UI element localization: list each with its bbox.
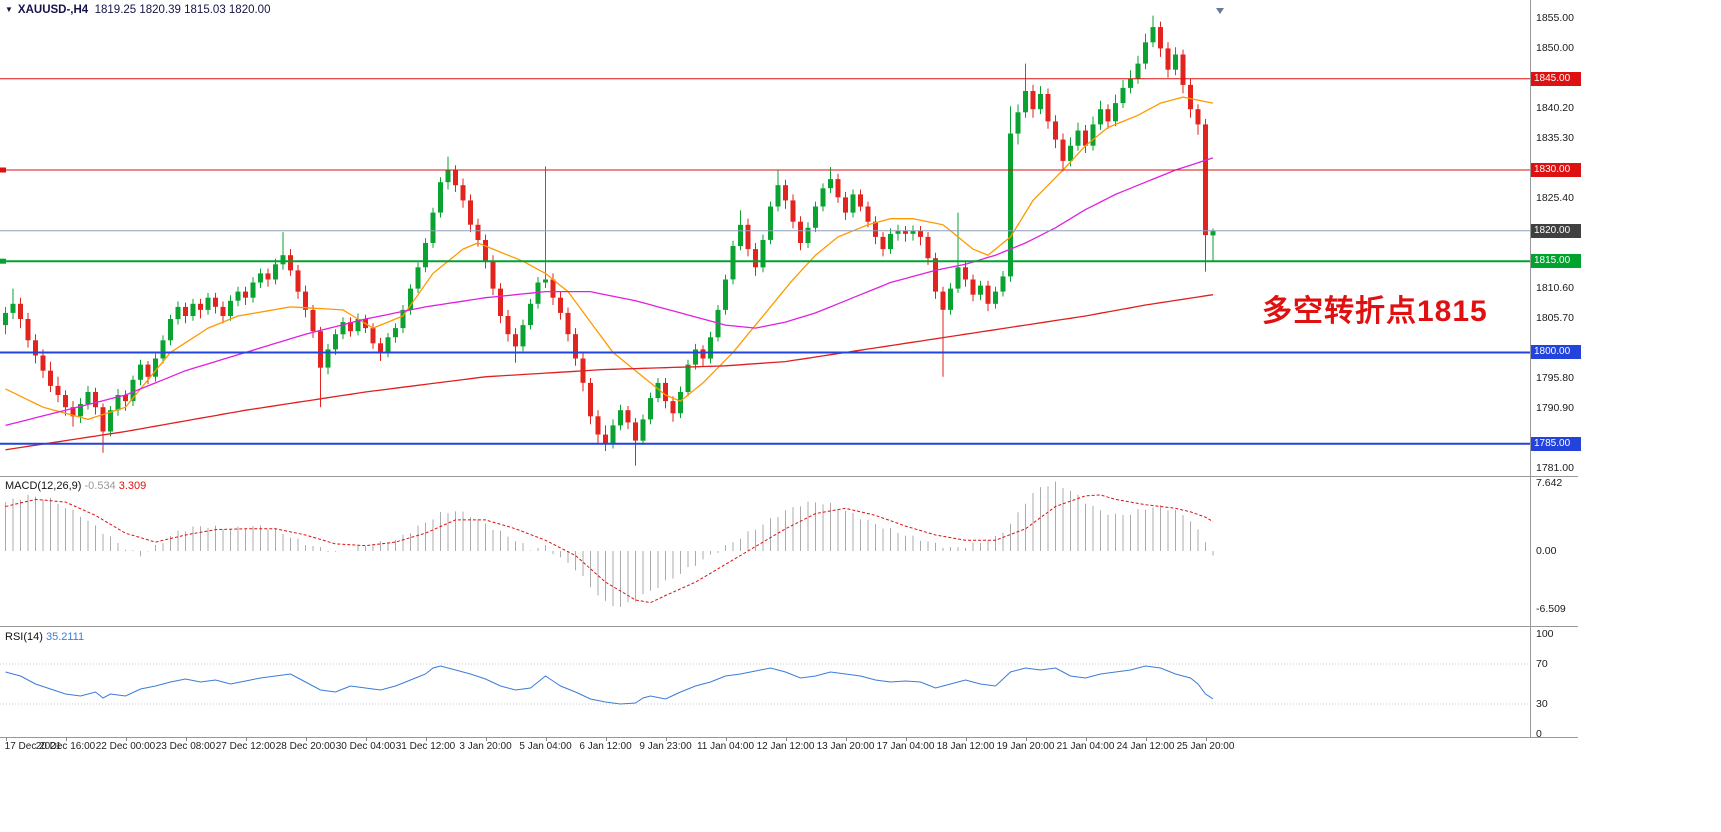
time-axis-tick	[245, 737, 247, 741]
symbol-timeframe-label: XAUUSD-,H4	[17, 4, 89, 16]
time-axis-label: 30 Dec 04:00	[335, 741, 396, 752]
time-axis-label: 24 Jan 12:00	[1116, 741, 1175, 752]
rsi-scale-label: 30	[1536, 698, 1548, 710]
time-axis-tick	[365, 737, 367, 741]
time-axis-label: 9 Jan 23:00	[639, 741, 692, 752]
ma-mid-magenta	[5, 157, 1214, 427]
rsi-value: 35.2111	[45, 631, 85, 643]
price-badge-1815.00: 1815.00	[1531, 254, 1581, 268]
time-axis-tick	[1205, 737, 1207, 741]
time-axis-tick	[905, 737, 907, 741]
macd-name: MACD(12,26,9)	[5, 480, 82, 492]
time-axis-tick	[1145, 737, 1147, 741]
price-badge-1845.00: 1845.00	[1531, 72, 1581, 86]
ohlc-readout: 1819.25 1820.39 1815.03 1820.00	[94, 4, 271, 16]
price-tick-label: 1835.30	[1536, 132, 1574, 144]
macd-scale-label: 7.642	[1536, 477, 1563, 489]
rsi-line	[5, 665, 1214, 705]
price-tick-label: 1795.80	[1536, 372, 1574, 384]
macd-scale-label: 0.00	[1536, 545, 1557, 557]
panel-separator-macd-rsi[interactable]	[0, 626, 1578, 627]
panel-separator-main-macd[interactable]	[0, 476, 1578, 477]
price-tick-label: 1810.60	[1536, 282, 1574, 294]
chart-title: ▼ XAUUSD-,H4 1819.25 1820.39 1815.03 1820…	[5, 4, 270, 16]
time-axis-label: 17 Dec 2021	[4, 741, 62, 752]
chart-menu-icon[interactable]: ▼	[5, 5, 13, 14]
time-axis-tick	[785, 737, 787, 741]
time-axis-label: 12 Jan 12:00	[756, 741, 815, 752]
macd-scale-label: -6.509	[1536, 603, 1566, 615]
time-axis-tick	[965, 737, 967, 741]
time-axis-tick	[1085, 737, 1087, 741]
time-axis-tick	[65, 737, 67, 741]
time-axis-label: 19 Jan 20:00	[996, 741, 1055, 752]
price-tick-label: 1840.20	[1536, 102, 1574, 114]
macd-indicator-label: MACD(12,26,9) -0.534 3.309	[5, 480, 146, 492]
price-badge-1820.00: 1820.00	[1531, 224, 1581, 238]
time-axis-label: 11 Jan 04:00	[696, 741, 755, 752]
time-axis-label: 17 Jan 04:00	[876, 741, 935, 752]
macd-histogram	[5, 481, 1214, 607]
macd-signal-line	[5, 494, 1214, 604]
chart-shift-marker[interactable]	[1216, 8, 1224, 14]
annotation-text: 多空转折点1815	[1262, 295, 1488, 328]
price-badge-1830.00: 1830.00	[1531, 163, 1581, 177]
time-axis-label: 18 Jan 12:00	[936, 741, 995, 752]
time-axis-tick	[725, 737, 727, 741]
time-axis-tick	[5, 737, 7, 741]
time-axis-tick	[425, 737, 427, 741]
line-handle[interactable]	[0, 258, 6, 264]
time-axis-label: 13 Jan 20:00	[816, 741, 875, 752]
macd-main-value: -0.534	[84, 480, 116, 492]
price-tick-label: 1805.70	[1536, 312, 1574, 324]
rsi-panel[interactable]	[0, 628, 1530, 737]
time-axis-border	[0, 737, 1578, 738]
time-axis-label: 31 Dec 12:00	[395, 741, 456, 752]
time-axis-tick	[605, 737, 607, 741]
time-axis-tick	[485, 737, 487, 741]
rsi-scale-label: 70	[1536, 658, 1548, 670]
price-tick-label: 1781.00	[1536, 462, 1574, 474]
time-axis-label: 3 Jan 20:00	[459, 741, 512, 752]
line-handle[interactable]	[0, 167, 6, 173]
rsi-indicator-label: RSI(14) 35.2111	[5, 631, 84, 643]
rsi-scale-label: 0	[1536, 728, 1542, 740]
time-axis-tick	[185, 737, 187, 741]
time-axis-label: 6 Jan 12:00	[579, 741, 632, 752]
time-axis-tick	[845, 737, 847, 741]
rsi-scale-label: 100	[1536, 628, 1554, 640]
time-axis-label: 5 Jan 04:00	[519, 741, 572, 752]
price-scale-border	[1530, 0, 1531, 737]
time-axis-label: 28 Dec 20:00	[275, 741, 336, 752]
price-tick-label: 1855.00	[1536, 12, 1574, 24]
time-axis-label: 23 Dec 08:00	[155, 741, 216, 752]
time-axis-label: 25 Jan 20:00	[1176, 741, 1235, 752]
time-axis-tick	[665, 737, 667, 741]
main-price-chart[interactable]	[0, 0, 1530, 476]
time-axis-tick	[125, 737, 127, 741]
price-tick-label: 1850.00	[1536, 42, 1574, 54]
price-tick-label: 1825.40	[1536, 192, 1574, 204]
price-tick-label: 1790.90	[1536, 402, 1574, 414]
ma-fast-orange	[5, 96, 1214, 421]
time-axis-tick	[545, 737, 547, 741]
macd-panel[interactable]	[0, 477, 1530, 626]
time-axis-label: 22 Dec 00:00	[95, 741, 156, 752]
rsi-name: RSI(14)	[5, 631, 43, 643]
price-badge-1800.00: 1800.00	[1531, 345, 1581, 359]
time-axis-label: 27 Dec 12:00	[215, 741, 276, 752]
time-axis-tick	[305, 737, 307, 741]
candlestick-series	[3, 15, 1216, 466]
price-badge-1785.00: 1785.00	[1531, 437, 1581, 451]
ma-slow-red	[5, 294, 1214, 451]
time-axis-tick	[1025, 737, 1027, 741]
time-axis-label: 21 Jan 04:00	[1056, 741, 1115, 752]
time-axis-label: 20 Dec 16:00	[35, 741, 96, 752]
macd-signal-value: 3.309	[118, 480, 147, 492]
